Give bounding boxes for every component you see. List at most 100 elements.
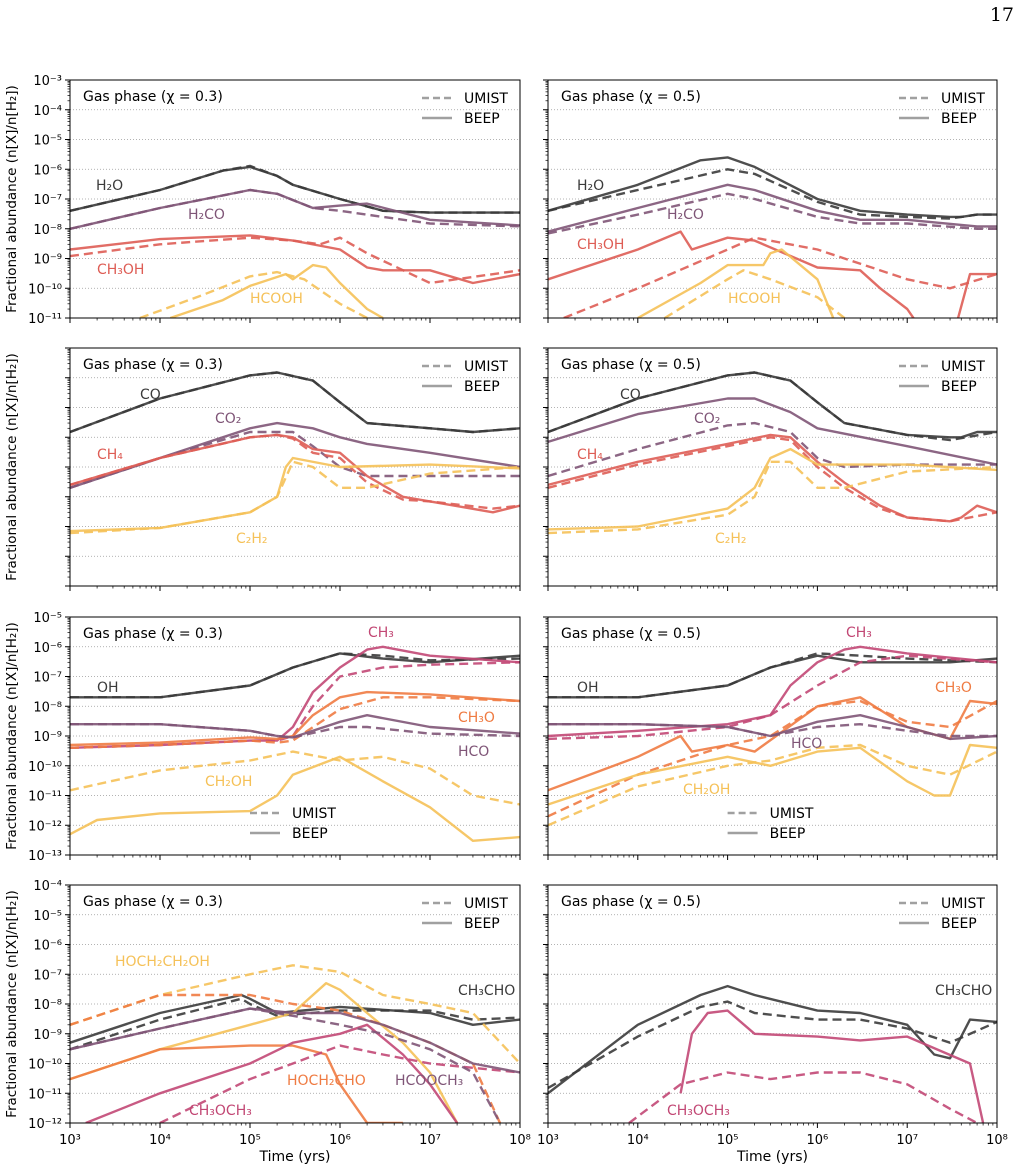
x-tick-label: 10⁴ [149, 1133, 171, 1148]
series-line-dashed [70, 460, 520, 535]
series-line-dashed [70, 430, 520, 489]
series-label: CH₃ [368, 625, 394, 641]
legend-label-umist: UMIST [941, 91, 985, 107]
plot-frame [547, 616, 998, 856]
panel-title: Gas phase (χ = 0.3) [83, 894, 223, 910]
y-tick-label: 10⁻¹⁰ [28, 1058, 62, 1073]
legend-label-beep: BEEP [464, 916, 500, 932]
chart-panel-row4-right: 10³ 10⁴ 10⁵ 10⁶ 10⁷ 10⁸ Time (yrs) Gas phase (χ… [537, 884, 1008, 1165]
legend-label-beep: BEEP [941, 916, 977, 932]
series-label: CH₃O [935, 680, 972, 696]
chart-panel-row1-right: Gas phase (χ = 0.5) H₂O H₂CO CH₃OH HCOOH UMIS… [543, 79, 998, 323]
series-line-solid [548, 645, 997, 738]
series-line-solid [70, 652, 520, 699]
y-tick-label: 10⁻³ [33, 74, 62, 89]
y-tick-label: 10⁻¹¹ [28, 790, 62, 805]
series-line-dashed [548, 743, 997, 827]
series-line-solid [70, 645, 520, 749]
plot-frame [69, 79, 521, 319]
y-tick-label: 10⁻⁸ [33, 223, 62, 238]
series-line-dashed [548, 436, 997, 523]
series-line-solid [548, 447, 997, 531]
series-line-solid [548, 230, 997, 318]
y-tick-label: 10⁻¹⁰ [28, 760, 62, 775]
y-tick-label: 10⁻⁶ [33, 163, 62, 178]
series-line-solid [548, 156, 997, 219]
series-label: H₂O [577, 178, 604, 194]
legend-label-beep: BEEP [941, 111, 977, 127]
y-tick-label: 10⁻⁴ [33, 879, 62, 894]
chart-panel-row3-right: Gas phase (χ = 0.5) CH₃ OH CH₃O HCO CH₂OH UMIS… [543, 616, 998, 860]
legend: UMIST BEEP [899, 896, 985, 932]
legend: UMIST BEEP [899, 91, 985, 127]
series-label: HCOOH [728, 291, 781, 307]
y-tick-label: 10⁻⁹ [33, 253, 62, 268]
series-line-dashed [548, 371, 997, 442]
series-line-dashed [70, 661, 520, 749]
y-tick-label: 10⁻⁸ [33, 700, 62, 715]
x-tick-label: 10³ [537, 1133, 559, 1148]
series-label: CH₃O [458, 710, 495, 726]
series-line-dashed [548, 654, 997, 741]
x-tick-label: 10⁵ [717, 1133, 739, 1148]
plot-frame [69, 616, 521, 856]
series-line-dashed [70, 750, 520, 806]
series-label: H₂O [96, 178, 123, 194]
series-line-solid [70, 456, 520, 533]
legend-label-beep: BEEP [464, 379, 500, 395]
series-label: CH₃CHO [458, 983, 515, 999]
y-tick-label: 10⁻¹¹ [28, 312, 62, 327]
series-label: CH₃OH [577, 237, 624, 253]
x-tick-label: 10³ [59, 1133, 81, 1148]
panel-title: Gas phase (χ = 0.3) [83, 626, 223, 642]
series-line-dashed [548, 1000, 997, 1090]
series-label: HCO [791, 736, 822, 752]
y-tick-label: 10⁻⁹ [33, 730, 62, 745]
y-tick-label: 10⁻¹² [28, 1117, 62, 1132]
legend-label-umist: UMIST [941, 896, 985, 912]
series-line-dashed [70, 723, 520, 739]
legend: UMIST BEEP [899, 359, 985, 395]
series-line-solid [70, 188, 520, 230]
panel-title: Gas phase (χ = 0.3) [83, 89, 223, 105]
x-tick-label: 10⁴ [627, 1133, 649, 1148]
x-tick-label: 10⁶ [329, 1133, 351, 1148]
series-line-solid [70, 690, 520, 747]
series-line-solid [548, 433, 997, 523]
series-line-solid [548, 397, 997, 466]
series-label: H₂CO [667, 207, 704, 223]
plot-frame [547, 347, 998, 587]
legend: UMIST BEEP [422, 359, 508, 395]
plot-frame [69, 347, 521, 587]
series-label: CH₃OCH₃ [667, 1103, 730, 1119]
series-label: CH₃OCH₃ [189, 1103, 252, 1119]
y-tick-label: 10⁻⁷ [33, 193, 62, 208]
y-tick-label: 10⁻⁶ [33, 939, 62, 954]
series-label: CH₃OH [97, 262, 144, 278]
series-line-solid [169, 263, 384, 318]
series-label: CO₂ [215, 411, 241, 427]
y-axis-label: Fractional abundance (n[X]/n[H₂]) [4, 353, 20, 581]
series-label: HCOOH [250, 291, 303, 307]
series-line-dashed [548, 168, 997, 220]
y-axis-label: Fractional abundance (n[X]/n[H₂]) [4, 85, 20, 313]
legend-label-umist: UMIST [770, 806, 814, 822]
series-label: HOCH₂CHO [287, 1073, 366, 1089]
chart-panel-row1-left: 10⁻¹¹ 10⁻¹⁰ 10⁻⁹ 10⁻⁸ 10⁻⁷ 10⁻⁶ 10⁻⁵ 10⁻⁴ 10⁻³ Fr… [4, 74, 521, 327]
x-tick-label: 10⁶ [807, 1133, 829, 1148]
y-tick-label: 10⁻¹¹ [28, 1087, 62, 1102]
panel-title: Gas phase (χ = 0.5) [561, 626, 701, 642]
series-line-dashed [664, 269, 846, 318]
series-label: CH₃ [846, 625, 872, 641]
y-tick-label: 10⁻¹³ [28, 849, 62, 864]
series-line-dashed [70, 1007, 502, 1123]
series-label: OH [577, 680, 599, 696]
series-label: CH₂OH [205, 774, 252, 790]
series-line-solid [548, 743, 997, 806]
series-line-dashed [70, 997, 520, 1051]
legend-label-beep: BEEP [770, 826, 806, 842]
series-label: CO [140, 387, 161, 403]
plot-frame [547, 79, 998, 319]
y-tick-label: 10⁻⁹ [33, 1028, 62, 1043]
